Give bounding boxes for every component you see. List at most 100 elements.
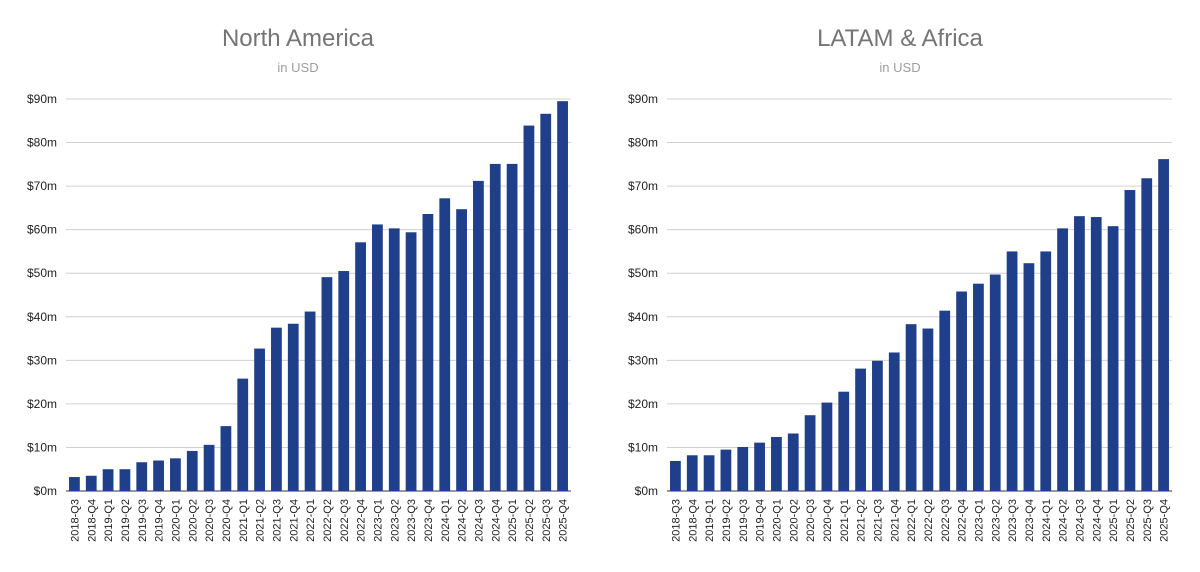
y-tick-label: $60m xyxy=(628,223,658,237)
y-tick-label: $40m xyxy=(628,310,658,324)
y-tick-label: $30m xyxy=(628,353,658,367)
bar xyxy=(804,415,816,491)
x-tick-label: 2018-Q3 xyxy=(670,499,682,542)
x-tick-label: 2022-Q2 xyxy=(923,499,935,542)
x-tick-label: 2018-Q4 xyxy=(86,499,98,542)
x-tick-label: 2022-Q1 xyxy=(906,499,918,542)
bar xyxy=(85,475,97,491)
y-tick-label: $70m xyxy=(628,179,658,193)
x-tick-label: 2023-Q3 xyxy=(1007,499,1019,542)
bar xyxy=(220,426,232,491)
bar xyxy=(186,450,198,491)
bar xyxy=(136,462,148,491)
bar xyxy=(872,360,883,491)
bar xyxy=(102,469,114,491)
x-tick-label: 2020-Q4 xyxy=(221,499,233,542)
x-tick-label: 2019-Q3 xyxy=(738,499,750,542)
bar xyxy=(439,198,451,491)
x-axis-ticks: 2018-Q3 2018-Q4 2019-Q1 2019-Q2 2019-Q3 2019-… xyxy=(670,499,1170,542)
y-tick-label: $20m xyxy=(628,397,658,411)
x-tick-label: 2024-Q1 xyxy=(1041,499,1053,542)
y-tick-label: $80m xyxy=(27,136,57,150)
x-tick-label: 2020-Q4 xyxy=(822,499,834,542)
bar xyxy=(540,113,552,491)
x-tick-label: 2020-Q1 xyxy=(170,499,182,542)
x-tick-label: 2021-Q3 xyxy=(271,499,283,542)
y-axis-ticks: $0m $10m $20m $30m $40m $50m $60m $70m $80m $90m xyxy=(27,92,57,498)
x-tick-label: 2022-Q3 xyxy=(339,499,351,542)
bar xyxy=(670,460,681,491)
x-tick-label: 2019-Q4 xyxy=(755,499,767,542)
y-axis-ticks: $0m $10m $20m $30m $40m $50m $60m $70m $80m $90m xyxy=(628,92,658,498)
bar xyxy=(1023,263,1035,491)
x-tick-label: 2019-Q2 xyxy=(721,499,733,542)
bar xyxy=(720,449,732,491)
gridlines xyxy=(66,98,571,492)
y-tick-label: $0m xyxy=(34,484,57,498)
bar xyxy=(203,444,215,491)
y-tick-label: $40m xyxy=(27,310,57,324)
x-tick-label: 2023-Q1 xyxy=(973,499,985,542)
y-tick-label: $60m xyxy=(27,223,57,237)
bar xyxy=(237,378,249,491)
y-tick-label: $90m xyxy=(628,92,658,106)
bar xyxy=(506,163,518,491)
bar xyxy=(405,232,417,491)
x-tick-label: 2024-Q2 xyxy=(457,499,469,542)
x-tick-label: 2023-Q1 xyxy=(372,499,384,542)
x-tick-label: 2024-Q1 xyxy=(440,499,452,542)
bar xyxy=(1006,251,1018,491)
bar xyxy=(254,348,265,491)
bar xyxy=(771,436,782,491)
x-tick-label: 2020-Q2 xyxy=(788,499,800,542)
y-tick-label: $50m xyxy=(628,266,658,280)
bar xyxy=(473,180,484,491)
x-tick-label: 2025-Q4 xyxy=(558,499,570,542)
bar xyxy=(69,477,80,491)
y-tick-label: $70m xyxy=(27,179,57,193)
bar xyxy=(922,328,934,491)
bar xyxy=(321,277,333,491)
x-tick-label: 2021-Q1 xyxy=(839,499,851,542)
bar xyxy=(1040,251,1052,491)
x-tick-label: 2025-Q3 xyxy=(541,499,553,542)
x-tick-label: 2021-Q2 xyxy=(856,499,868,542)
bar xyxy=(355,242,366,491)
bar xyxy=(1074,216,1085,491)
x-tick-label: 2022-Q4 xyxy=(957,499,969,542)
bar xyxy=(888,352,900,491)
x-tick-label: 2020-Q3 xyxy=(805,499,817,542)
bar xyxy=(489,163,501,491)
x-tick-label: 2022-Q2 xyxy=(322,499,334,542)
bar xyxy=(287,323,299,491)
bars xyxy=(69,101,568,492)
bar xyxy=(703,455,715,491)
chart-title: North America xyxy=(222,25,375,52)
x-tick-label: 2024-Q4 xyxy=(490,499,502,542)
x-tick-label: 2024-Q3 xyxy=(473,499,485,542)
x-tick-label: 2024-Q3 xyxy=(1074,499,1086,542)
y-tick-label: $50m xyxy=(27,266,57,280)
bar xyxy=(1124,190,1136,491)
y-tick-label: $30m xyxy=(27,353,57,367)
x-tick-label: 2025-Q3 xyxy=(1142,499,1154,542)
x-tick-label: 2025-Q2 xyxy=(524,499,536,542)
x-tick-label: 2021-Q3 xyxy=(872,499,884,542)
x-tick-label: 2022-Q1 xyxy=(305,499,317,542)
bar xyxy=(855,368,866,491)
bar xyxy=(338,271,350,491)
y-tick-label: $90m xyxy=(27,92,57,106)
x-tick-label: 2024-Q4 xyxy=(1091,499,1103,542)
bar xyxy=(422,213,434,492)
x-tick-label: 2019-Q2 xyxy=(120,499,132,542)
x-tick-label: 2019-Q4 xyxy=(154,499,166,542)
bar xyxy=(956,291,967,491)
bar xyxy=(905,324,917,491)
y-tick-label: $10m xyxy=(27,440,57,454)
x-tick-label: 2025-Q4 xyxy=(1159,499,1171,542)
x-tick-label: 2024-Q2 xyxy=(1058,499,1070,542)
x-tick-label: 2020-Q1 xyxy=(771,499,783,542)
x-tick-label: 2021-Q4 xyxy=(288,499,300,542)
